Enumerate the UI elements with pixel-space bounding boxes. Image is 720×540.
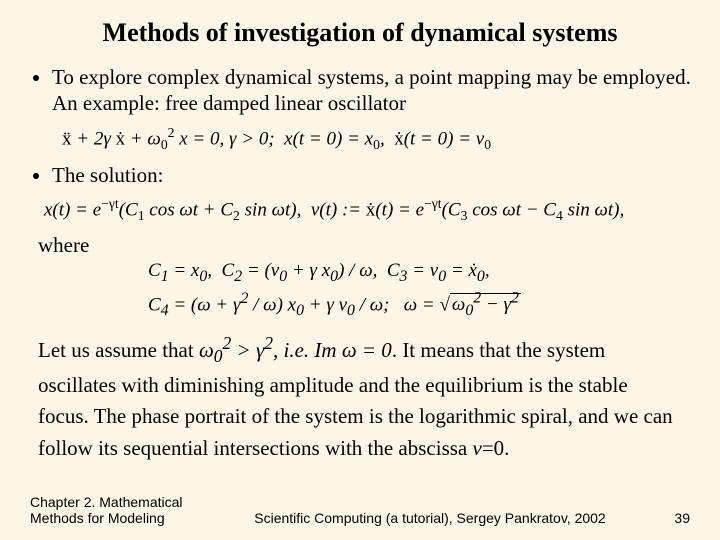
footer-page-number: 39 [630, 510, 690, 526]
slide-title: Methods of investigation of dynamical sy… [28, 18, 692, 48]
where-label: where [38, 233, 692, 258]
slide-container: Methods of investigation of dynamical sy… [0, 0, 720, 540]
para-v0: v=0. [473, 436, 510, 460]
bullet-1: To explore complex dynamical systems, a … [52, 64, 692, 117]
equation-constants-2: C4 = (ω + γ2 / ω) x0 + γ v0 / ω; ω = √ω0… [148, 290, 692, 320]
para-pre: Let us assume that [38, 338, 199, 362]
bullet-list: To explore complex dynamical systems, a … [34, 64, 692, 117]
slide-footer: Chapter 2. Mathematical Methods for Mode… [0, 494, 720, 526]
bullet-list-2: The solution: [34, 162, 692, 188]
footer-left: Chapter 2. Mathematical Methods for Mode… [30, 494, 230, 526]
bullet-2: The solution: [52, 162, 692, 188]
equation-solution: x(t) = e−γt(C1 cos ωt + C2 sin ωt), v(t)… [44, 194, 692, 225]
footer-center: Scientific Computing (a tutorial), Serge… [230, 510, 630, 526]
equation-constants-1: C1 = x0, C2 = (v0 + γ x0) / ω, C3 = v0 =… [148, 260, 692, 286]
para-condition: ω02 > γ2, i.e. Im ω = 0 [199, 338, 392, 362]
body-paragraph: Let us assume that ω02 > γ2, i.e. Im ω =… [38, 330, 682, 464]
equation-ode: ẍ + 2γ ẋ + ω02 x = 0, γ > 0; x(t = 0) = … [62, 123, 692, 154]
